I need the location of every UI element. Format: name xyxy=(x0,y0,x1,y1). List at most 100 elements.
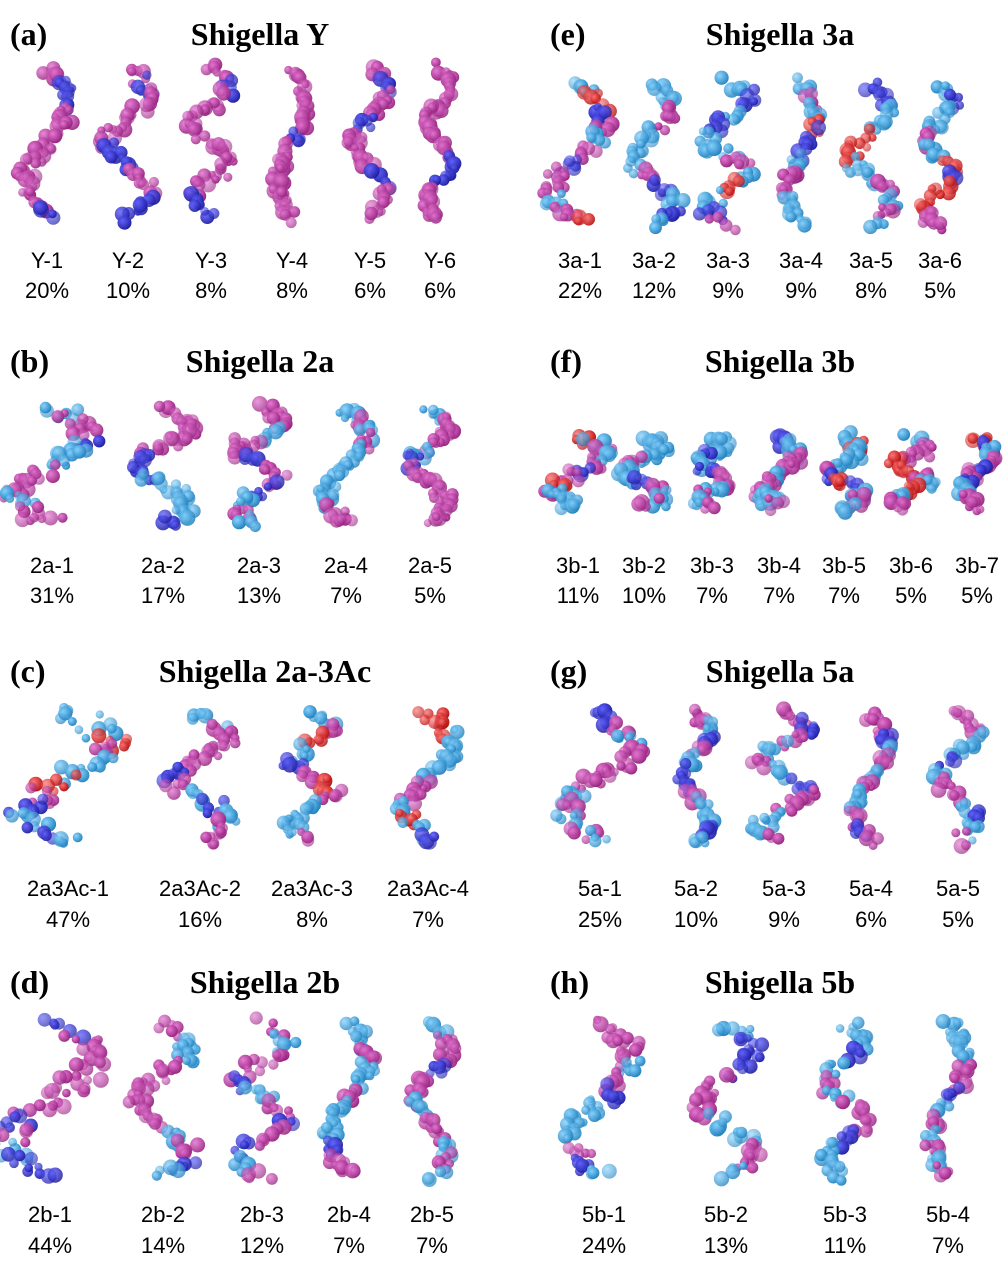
atom xyxy=(568,498,581,511)
atom xyxy=(628,1064,641,1077)
atom xyxy=(430,212,442,224)
panel-title: Shigella 2a-3Ac xyxy=(159,653,371,689)
structure-label: 2a3Ac-3 xyxy=(271,876,353,901)
panel-letter: (h) xyxy=(550,964,589,1000)
atom xyxy=(350,1166,361,1177)
atom xyxy=(703,724,711,732)
atom xyxy=(41,830,52,841)
atom xyxy=(32,501,44,513)
atom xyxy=(746,1025,754,1033)
panel-title: Shigella 3a xyxy=(706,16,854,52)
atom xyxy=(661,502,670,511)
atom xyxy=(852,1017,865,1030)
atom xyxy=(56,1099,72,1115)
panel-title: Shigella 5a xyxy=(706,653,854,689)
structure-label: 3a-4 xyxy=(779,248,823,273)
structure-percent: 7% xyxy=(696,583,728,608)
atom xyxy=(334,470,345,481)
atom xyxy=(154,401,165,412)
structure-label: 5b-2 xyxy=(704,1202,748,1227)
atom xyxy=(666,112,675,121)
structure-percent: 8% xyxy=(855,278,887,303)
structure-percent: 7% xyxy=(828,583,860,608)
structure-label: 2a3Ac-2 xyxy=(159,876,241,901)
structure-label: 3a-5 xyxy=(849,248,893,273)
structure-label: 2a-3 xyxy=(237,553,281,578)
atom xyxy=(950,1073,960,1083)
structure-percent: 7% xyxy=(416,1233,448,1258)
structure-label: 3b-5 xyxy=(822,553,866,578)
atom xyxy=(250,1011,263,1024)
atom xyxy=(200,832,211,843)
structure-label: 5a-4 xyxy=(849,876,893,901)
atom xyxy=(837,1057,850,1070)
atom xyxy=(734,159,744,169)
atom xyxy=(604,770,617,783)
atom xyxy=(262,466,271,475)
atom xyxy=(9,1159,19,1169)
molecule xyxy=(223,1011,301,1184)
structure-label: 3b-1 xyxy=(556,553,600,578)
atom xyxy=(428,405,439,416)
atom xyxy=(93,435,105,447)
atom xyxy=(726,1165,741,1180)
atom xyxy=(835,477,844,486)
structure-label: 2b-4 xyxy=(327,1202,371,1227)
molecule xyxy=(0,1013,111,1184)
molecule xyxy=(920,1014,978,1182)
atom xyxy=(269,1018,278,1027)
atom xyxy=(154,1023,165,1034)
structure-label: 5a-1 xyxy=(578,876,622,901)
molecule xyxy=(745,701,821,844)
atom xyxy=(834,1161,846,1173)
atom xyxy=(836,1024,845,1033)
atom xyxy=(708,501,721,514)
atom xyxy=(862,167,873,178)
atom xyxy=(90,423,104,437)
atom xyxy=(625,156,636,167)
panel-letter: (e) xyxy=(550,16,586,52)
atom xyxy=(736,1127,748,1139)
structure-percent: 10% xyxy=(622,583,666,608)
atom xyxy=(882,208,891,217)
atom xyxy=(589,835,602,848)
atom xyxy=(750,97,758,105)
atom xyxy=(755,1052,765,1062)
atom xyxy=(341,414,349,422)
molecule xyxy=(0,402,105,527)
atom xyxy=(730,225,741,236)
atom xyxy=(419,405,427,413)
atom xyxy=(587,1149,596,1158)
atom xyxy=(51,410,64,423)
molecule xyxy=(611,431,675,514)
atom xyxy=(266,1173,278,1185)
atom xyxy=(654,493,665,504)
structure-percent: 6% xyxy=(354,278,386,303)
atom xyxy=(96,710,104,718)
molecule xyxy=(157,708,241,850)
structure-label: Y-6 xyxy=(424,248,456,273)
atom xyxy=(119,741,129,751)
molecule xyxy=(179,58,240,224)
atom xyxy=(71,770,82,781)
structure-label: 3b-7 xyxy=(955,553,999,578)
structure-label: 3a-1 xyxy=(558,248,602,273)
atom xyxy=(562,463,575,476)
atom xyxy=(168,1060,182,1074)
atom xyxy=(238,1081,252,1095)
atom xyxy=(953,1018,964,1029)
structure-label: 2a-5 xyxy=(408,553,452,578)
atom xyxy=(612,1035,623,1046)
atom xyxy=(703,1108,715,1120)
atom xyxy=(354,452,364,462)
atom xyxy=(631,496,646,511)
atom xyxy=(715,71,729,85)
atom xyxy=(422,1172,435,1185)
molecule xyxy=(313,403,380,528)
atom xyxy=(82,734,91,743)
atom xyxy=(959,490,968,499)
molecule xyxy=(776,72,827,232)
atom xyxy=(969,821,981,833)
atom xyxy=(629,169,639,179)
atom xyxy=(209,840,218,849)
